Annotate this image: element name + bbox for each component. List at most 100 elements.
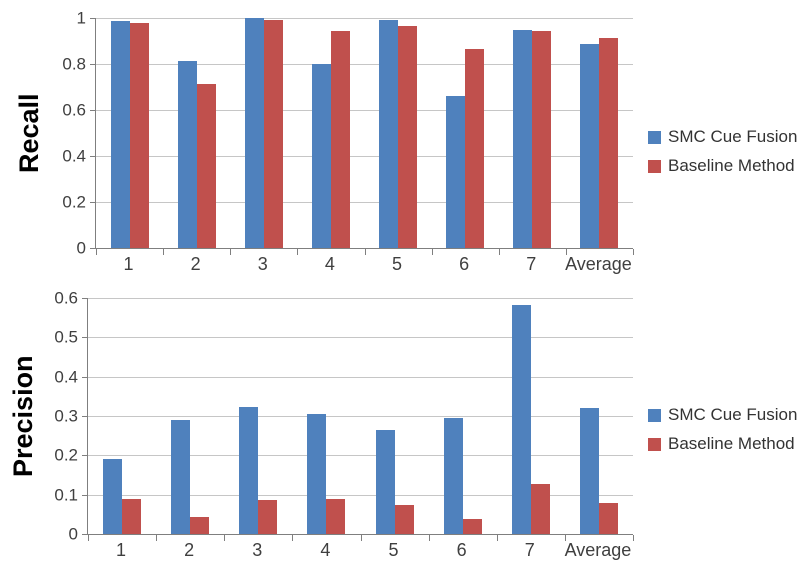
category-slot	[156, 298, 224, 534]
x-axis-category-label: 5	[388, 540, 399, 560]
precision-plot-area: 0 0.1 0.2 0.3 0.4 0.5 0.6	[54, 290, 634, 543]
y-axis-tick	[82, 494, 88, 496]
x-axis-tick	[96, 249, 97, 255]
legend-item: SMC Cue Fusion	[648, 405, 797, 425]
bar	[375, 429, 395, 534]
bar	[465, 49, 485, 248]
y-axis-tick-label: 0.3	[54, 406, 78, 426]
y-axis-tick-label: 0.2	[54, 445, 78, 465]
bar	[599, 37, 619, 248]
x-axis-tick	[224, 535, 226, 541]
gridline	[96, 64, 633, 65]
y-axis-tick-label: 0	[68, 524, 78, 544]
recall-legend: SMC Cue Fusion Baseline Method	[648, 127, 797, 185]
x-axis-category-label: 2	[184, 540, 195, 560]
y-axis-tick-label: 0.2	[62, 192, 86, 212]
legend-label: Baseline Method	[668, 156, 795, 175]
bar	[580, 44, 600, 248]
x-axis-category-label: 1	[116, 540, 127, 560]
bar	[326, 499, 346, 534]
gridline	[96, 110, 633, 111]
bar	[239, 407, 259, 534]
y-axis-tick	[82, 298, 88, 299]
y-axis-tick	[90, 248, 96, 249]
legend-label: SMC Cue Fusion	[668, 405, 798, 424]
recall-chart: Recall 0 0.2 0.4 0.6 0.8 1 1 2 3 4 5 6 7 Average SMC…	[14, 10, 797, 275]
gridline	[88, 416, 633, 417]
bar	[513, 29, 533, 248]
y-axis-tick	[90, 110, 96, 111]
bar	[190, 517, 210, 534]
category-slot	[224, 298, 292, 534]
x-axis-tick	[498, 249, 500, 255]
y-axis-tick	[82, 376, 88, 378]
y-axis-tick-label: 0.4	[54, 367, 78, 387]
precision-chart: Precision 0 0.1 0.2 0.3 0.4 0.5 0.6 1 2 3 4 5 6 7 Ave…	[0, 288, 804, 575]
x-axis-category-label: 5	[392, 254, 403, 274]
x-axis-category-label: Average	[564, 540, 632, 560]
precision-x-axis-labels: 1 2 3 4 5 6 7 Average	[87, 540, 632, 561]
bar	[258, 500, 278, 534]
x-axis-category-label: 7	[524, 540, 535, 560]
category-slot	[429, 298, 497, 534]
y-axis-tick-label: 0.6	[54, 288, 78, 308]
bar	[177, 60, 197, 248]
bar	[579, 407, 599, 534]
x-axis-tick	[360, 535, 362, 541]
y-axis-tick	[90, 202, 96, 203]
x-axis-category-label: 6	[456, 540, 467, 560]
x-axis-category-label: 6	[459, 254, 470, 274]
legend-swatch	[648, 408, 661, 422]
bar	[394, 504, 414, 534]
gridline	[88, 376, 633, 378]
bar	[263, 20, 283, 248]
category-slot	[566, 18, 633, 248]
y-axis-tick	[82, 455, 88, 457]
bar	[171, 419, 191, 534]
x-axis-tick	[88, 535, 89, 541]
category-slot	[565, 298, 633, 534]
bar	[443, 417, 463, 534]
bar	[129, 22, 149, 248]
recall-x-axis-labels: 1 2 3 4 5 6 7 Average	[95, 254, 632, 275]
legend-label: Baseline Method	[668, 434, 795, 453]
x-axis-tick	[431, 249, 433, 255]
x-axis-tick	[428, 535, 430, 541]
gridline	[88, 337, 633, 339]
bar	[462, 519, 482, 534]
gridline	[96, 202, 633, 203]
y-axis-tick-label: 0.1	[54, 485, 78, 505]
recall-plot-area: 0 0.2 0.4 0.6 0.8 1	[62, 10, 634, 257]
category-slot	[292, 298, 360, 534]
x-axis-tick	[565, 249, 567, 255]
y-axis-tick	[82, 337, 88, 339]
category-slot	[361, 298, 429, 534]
category-slot	[230, 18, 297, 248]
precision-y-axis-title: Precision	[8, 355, 38, 477]
y-axis-tick-label: 0.8	[62, 54, 86, 74]
y-axis-tick-label: 0.5	[54, 327, 78, 347]
recall-y-axis-title: Recall	[14, 93, 44, 173]
x-axis-tick	[292, 535, 294, 541]
bar	[244, 18, 264, 248]
category-slot	[497, 298, 565, 534]
gridline	[96, 18, 633, 19]
x-axis-tick	[230, 249, 232, 255]
gridline	[88, 298, 633, 299]
category-slot	[432, 18, 499, 248]
x-axis-tick	[633, 535, 634, 541]
bar	[511, 304, 531, 534]
x-axis-category-label: 3	[252, 540, 263, 560]
y-axis-tick	[90, 18, 96, 19]
y-axis-tick-label: 0	[76, 238, 86, 258]
x-axis-category-label: 7	[526, 254, 537, 274]
category-slot	[96, 18, 163, 248]
gridline	[96, 156, 633, 157]
legend-swatch	[648, 437, 661, 451]
bar	[196, 83, 216, 248]
y-axis-tick-label: 0.6	[62, 100, 86, 120]
bar	[530, 483, 550, 534]
x-axis-category-label: 4	[324, 254, 335, 274]
bar	[446, 96, 466, 248]
category-slot	[163, 18, 230, 248]
